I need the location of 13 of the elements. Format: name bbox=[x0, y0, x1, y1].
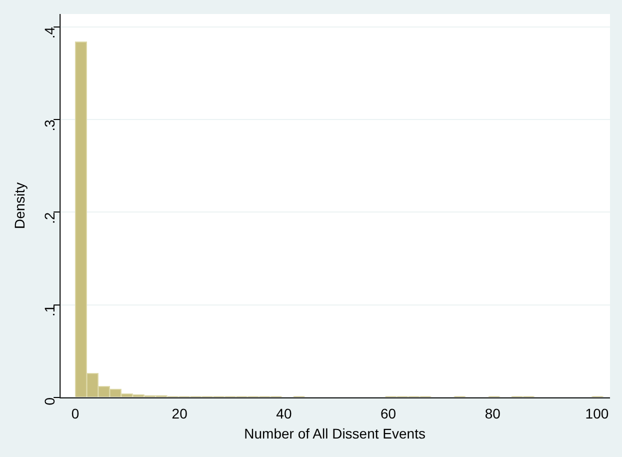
x-tick-label: 20 bbox=[172, 406, 188, 422]
y-tick-label: .3 bbox=[41, 119, 58, 132]
x-tick-label: 40 bbox=[276, 406, 292, 422]
x-tick-label: 60 bbox=[380, 406, 396, 422]
x-tick-label: 0 bbox=[71, 406, 80, 422]
y-tick-label: .4 bbox=[41, 26, 58, 39]
y-tick-label: 0 bbox=[41, 397, 58, 406]
y-axis-title: Density bbox=[11, 182, 28, 230]
x-tick-label: 100 bbox=[585, 406, 609, 422]
x-axis-title: Number of All Dissent Events bbox=[244, 425, 426, 442]
y-tick-label: .2 bbox=[41, 212, 58, 224]
x-tick-label: 80 bbox=[484, 406, 501, 422]
y-tick-label: .1 bbox=[41, 304, 58, 316]
